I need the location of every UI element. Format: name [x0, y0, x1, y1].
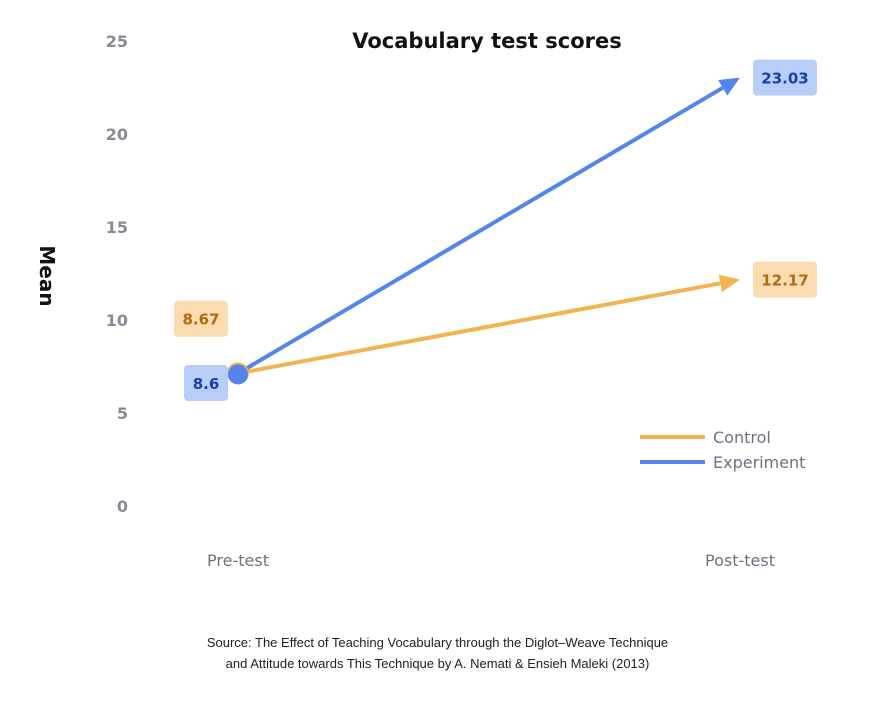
series-line-experiment: [236, 86, 724, 376]
x-axis-ticks: Pre-test Post-test: [207, 551, 775, 570]
start-point-experiment: [228, 364, 248, 385]
chart-title: Vocabulary test scores: [352, 29, 621, 53]
data-label-experiment: 23.03: [753, 59, 817, 96]
data-label-control: 8.67: [174, 300, 228, 337]
data-labels: 8.67 12.17 8.6 23.03: [174, 59, 817, 402]
x-tick-label: Pre-test: [207, 551, 269, 570]
legend-label-experiment: Experiment: [713, 453, 805, 472]
y-tick-label: 0: [117, 497, 128, 516]
series-points: [227, 362, 249, 385]
data-label-text: 23.03: [761, 70, 808, 88]
source-line-1: Source: The Effect of Teaching Vocabular…: [206, 635, 669, 650]
series-line-control: [237, 281, 721, 376]
data-label-text: 8.67: [182, 311, 219, 329]
data-label-control: 12.17: [753, 261, 817, 298]
data-label-experiment: 8.6: [184, 365, 228, 402]
y-tick-label: 5: [117, 404, 128, 423]
data-label-box: [174, 300, 228, 337]
y-axis-ticks: 0 5 10 15 20 25: [106, 32, 128, 516]
data-label-text: 8.6: [193, 375, 220, 393]
x-tick-label: Post-test: [705, 551, 775, 570]
legend-label-control: Control: [713, 428, 771, 447]
data-label-box: [753, 59, 817, 96]
series-lines: [236, 77, 740, 376]
data-label-text: 12.17: [761, 272, 808, 290]
y-tick-label: 20: [106, 125, 128, 144]
y-tick-label: 10: [106, 311, 128, 330]
y-tick-label: 25: [106, 32, 128, 51]
arrow-head-experiment: [718, 77, 740, 96]
source-note: Source: The Effect of Teaching Vocabular…: [0, 632, 875, 674]
arrow-head-control: [718, 274, 740, 293]
legend: Control Experiment: [640, 428, 805, 472]
data-label-box: [184, 365, 228, 402]
source-line-2: and Attitude towards This Technique by A…: [225, 656, 650, 671]
data-label-box: [753, 261, 817, 298]
y-tick-label: 15: [106, 218, 128, 237]
y-axis-label: Mean: [35, 245, 59, 306]
